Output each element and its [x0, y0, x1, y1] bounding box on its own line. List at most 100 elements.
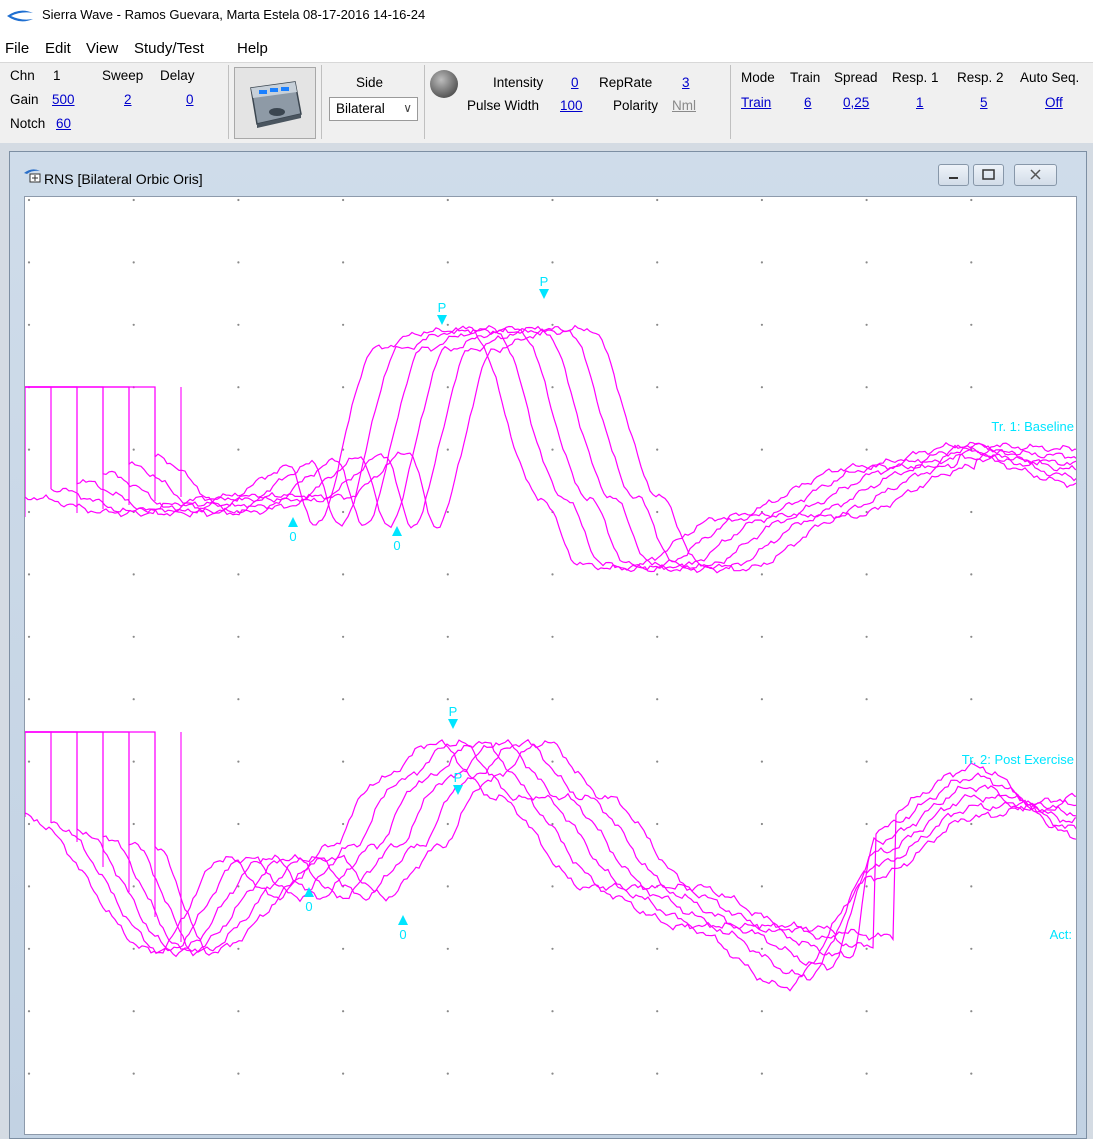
menu-view[interactable]: View: [86, 40, 119, 57]
grid-dot: [446, 947, 449, 950]
child-window-title: RNS [Bilateral Orbic Oris]: [44, 171, 203, 187]
pulse-width-value-link[interactable]: 100: [560, 98, 583, 113]
notch-value-link[interactable]: 60: [56, 116, 72, 131]
peak-marker-icon[interactable]: [448, 719, 458, 729]
peak-marker-icon[interactable]: [453, 785, 463, 795]
menu-edit[interactable]: Edit: [45, 40, 71, 57]
menu-study-test[interactable]: Study/Test: [134, 40, 205, 57]
sweep-value-link[interactable]: 2: [124, 92, 132, 107]
waveform-line: [25, 731, 1076, 956]
resp1-value-link[interactable]: 1: [916, 95, 924, 110]
toolbar-separator: [424, 65, 425, 139]
delay-value-link[interactable]: 0: [186, 92, 194, 107]
grid-dot: [237, 198, 240, 202]
grid-dot: [865, 947, 868, 950]
side-select[interactable]: Bilateral ∨: [329, 97, 418, 121]
toolbar-separator: [228, 65, 229, 139]
rns-window-icon: [24, 169, 41, 183]
grid-dot: [237, 760, 240, 763]
reprate-value-link[interactable]: 3: [682, 75, 690, 90]
grid-dot: [760, 698, 764, 701]
grid-dot: [446, 261, 449, 264]
grid-dot: [970, 261, 973, 264]
onset-marker-icon[interactable]: [288, 517, 298, 527]
peak-marker-icon[interactable]: [437, 315, 447, 325]
mode-value-link[interactable]: Train: [741, 95, 772, 110]
waveform-line: [25, 324, 1076, 573]
grid-dot: [27, 198, 31, 202]
grid-dot: [551, 635, 554, 638]
onset-marker-icon[interactable]: [398, 915, 408, 925]
train-value-link[interactable]: 6: [804, 95, 812, 110]
waveform-line: [25, 731, 1076, 971]
waveform-line: [25, 324, 1076, 572]
resp2-value-link[interactable]: 5: [980, 95, 988, 110]
grid-dot: [760, 822, 764, 826]
grid-dot: [446, 760, 449, 763]
grid-dot: [27, 822, 31, 826]
grid-dot: [27, 510, 31, 514]
reprate-label: RepRate: [599, 75, 653, 90]
grid-dot: [446, 510, 449, 514]
grid-dot: [760, 261, 764, 264]
grid-dot: [656, 386, 659, 389]
minimize-button[interactable]: [938, 164, 969, 186]
close-button[interactable]: [1014, 164, 1057, 186]
grid-dot: [970, 822, 973, 826]
grid-dot: [760, 885, 764, 888]
waveform-line: [25, 731, 1076, 959]
chn-label: Chn: [10, 68, 35, 83]
spread-value-link[interactable]: 0,25: [843, 95, 870, 110]
mode-label: Mode: [741, 70, 775, 85]
grid-dot: [656, 635, 659, 638]
grid-dot: [27, 1010, 31, 1013]
stimulator-device-button[interactable]: [234, 67, 316, 139]
intensity-value-link[interactable]: 0: [571, 75, 579, 90]
onset-marker-icon[interactable]: [392, 526, 402, 536]
gain-value-link[interactable]: 500: [52, 92, 75, 107]
grid-dot: [27, 261, 31, 264]
restore-button[interactable]: [973, 164, 1004, 186]
grid-dot: [446, 386, 449, 389]
waveform-line: [25, 731, 1076, 953]
grid-dot: [132, 1072, 135, 1075]
grid-dot: [551, 1072, 554, 1075]
grid-dot: [132, 198, 135, 202]
waveform-plot[interactable]: P P 0 0 P P 0 0 Tr. 1: Baseline Tr. 2: Post Exe…: [24, 196, 1077, 1135]
marker-label: P: [438, 300, 447, 315]
grid-dot: [237, 635, 240, 638]
grid-dot: [865, 261, 868, 264]
grid-dot: [342, 635, 345, 638]
grid-dot: [551, 947, 554, 950]
grid-dot: [865, 760, 868, 763]
grid-dot: [970, 386, 973, 389]
grid-dot: [551, 1010, 554, 1013]
stimulate-button[interactable]: [430, 70, 458, 98]
grid-dot: [865, 698, 868, 701]
child-window-titlebar[interactable]: RNS [Bilateral Orbic Oris]: [10, 152, 1086, 192]
grid-dot: [865, 822, 868, 826]
grid-dot: [132, 698, 135, 701]
grid-dot: [865, 1072, 868, 1075]
grid-dot: [237, 947, 240, 950]
onset-marker-icon[interactable]: [304, 887, 314, 897]
grid-dot: [865, 448, 868, 451]
waveform-line: [25, 326, 1076, 574]
grid-dot: [551, 323, 554, 326]
menu-file[interactable]: File: [5, 40, 30, 57]
menu-help[interactable]: Help: [237, 40, 268, 57]
grid-dot: [132, 822, 135, 826]
peak-marker-icon[interactable]: [539, 289, 549, 299]
grid-dot: [446, 822, 449, 826]
grid-dot: [132, 885, 135, 888]
grid-dot: [865, 635, 868, 638]
autoseq-label: Auto Seq.: [1020, 70, 1080, 85]
grid-dot: [551, 448, 554, 451]
autoseq-value-link[interactable]: Off: [1045, 95, 1063, 110]
resp2-label: Resp. 2: [957, 70, 1004, 85]
grid-dot: [551, 261, 554, 264]
grid-dot: [237, 448, 240, 451]
grid-dot: [132, 448, 135, 451]
grid-dot: [446, 635, 449, 638]
polarity-value-link[interactable]: Nml: [672, 98, 696, 113]
